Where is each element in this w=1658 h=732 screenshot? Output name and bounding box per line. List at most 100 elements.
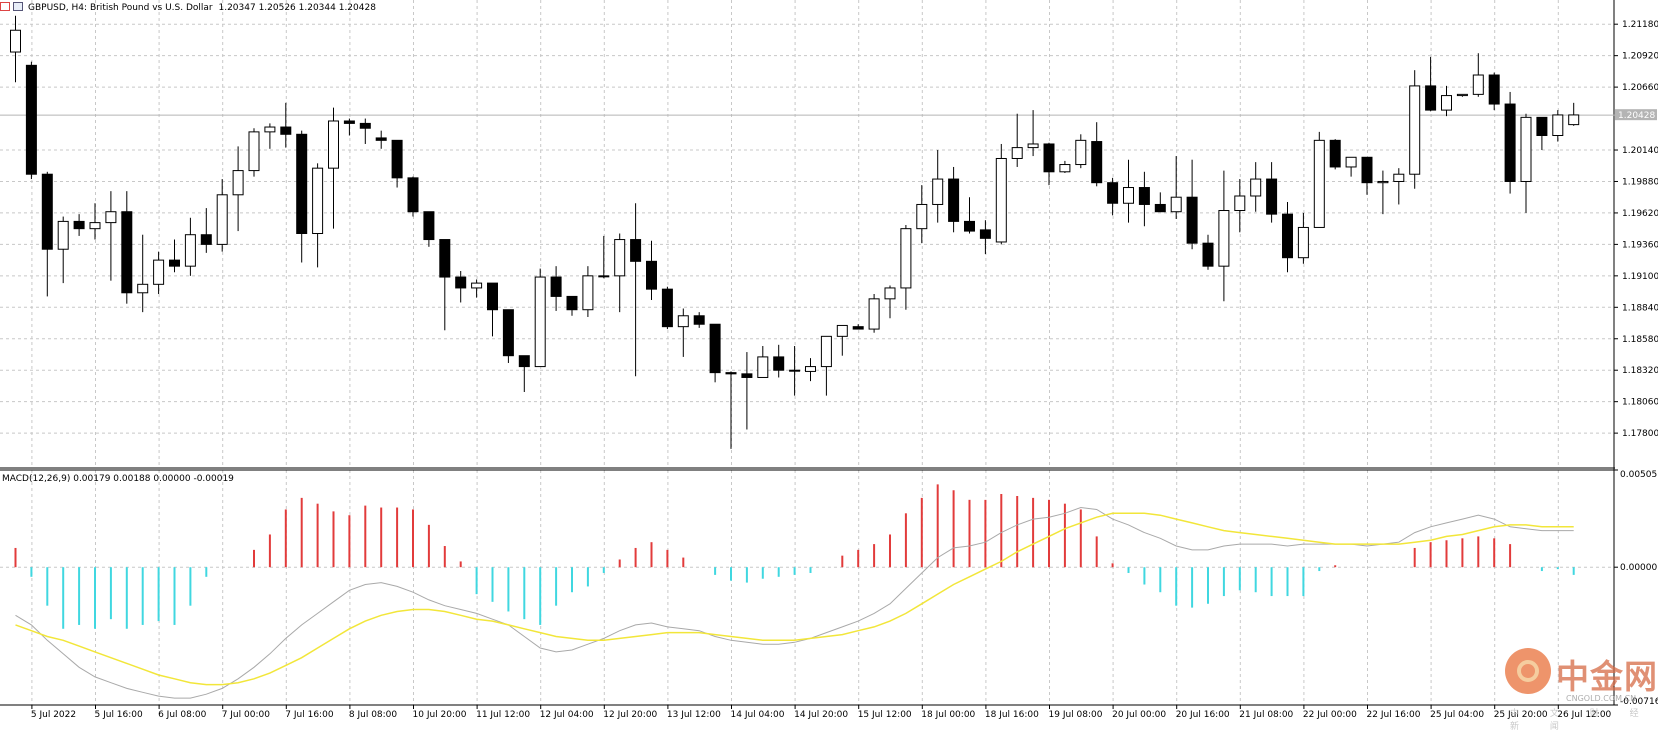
candle [1107,177,1119,216]
candle-body [805,366,816,372]
candle [41,171,53,297]
price-tick-label: 1.20140 [1622,146,1658,156]
candle-body [248,131,260,172]
candle-body [1472,74,1484,95]
candle [630,203,642,377]
time-tick-label: 20 Jul 16:00 [1176,710,1230,720]
candle [598,235,610,279]
watermark-site: CNGOLD.COM.CN [1566,694,1637,703]
candle-body [1409,85,1421,175]
candle-body [725,372,737,375]
candle [884,285,896,319]
chart-header: GBPUSD, H4: British Pound vs U.S. Dollar… [0,2,376,13]
candle-body [57,220,69,250]
time-tick-label: 14 Jul 20:00 [794,710,848,720]
time-tick-label: 7 Jul 00:00 [222,710,271,720]
time-tick-label: 25 Jul 20:00 [1494,710,1548,720]
candle-body [1011,147,1023,159]
price-tick-label: 1.21180 [1622,20,1658,30]
candle [391,139,403,188]
candle [312,163,324,268]
grid-lines [0,0,1614,706]
time-tick-label: 8 Jul 08:00 [349,710,398,720]
candle [932,150,944,223]
candle-body [391,139,403,179]
symbol-description: British Pound vs U.S. Dollar [89,3,213,13]
candle-body [1345,156,1357,168]
time-tick-label: 18 Jul 16:00 [985,710,1039,720]
candle-body [1186,196,1198,244]
watermark-name: 中金网 [1556,657,1658,696]
candle [184,217,196,276]
time-axis: 5 Jul 2022 5 Jul 16:00 6 Jul 08:00 7 Jul 00… [31,705,1612,720]
chart-menu-icon[interactable] [0,2,10,11]
candle-body [232,170,244,196]
candle [1154,192,1166,213]
candle [1313,131,1325,228]
candle [407,176,419,217]
candle [1425,56,1437,112]
macd-label: MACD(12,26,9) 0.00179 0.00188 0.00000 -0… [2,474,234,484]
candle-body [169,259,180,267]
candle-body [1250,178,1262,197]
time-tick-label: 6 Jul 08:00 [158,710,207,720]
price-tick-label: 1.20660 [1622,83,1658,93]
candle [89,203,101,240]
time-tick-label: 11 Jul 12:00 [476,710,530,720]
candle [1297,212,1309,264]
candle-body [550,276,562,297]
candle-body [661,288,673,328]
candle [105,191,117,281]
candle [1091,122,1103,187]
chart-pane-icon[interactable] [13,2,23,11]
candle [948,166,960,233]
candle-body [1377,180,1389,184]
price-tick-label: 1.20920 [1622,52,1658,62]
time-tick-label: 5 Jul 16:00 [95,710,144,720]
candle [121,191,133,304]
candle-body [1361,156,1373,184]
candle [725,371,737,449]
price-tick-label: 1.19880 [1622,177,1658,187]
candle [296,130,308,263]
candle [1011,113,1023,167]
candle-body [836,324,848,337]
ohlc-values: 1.20347 1.20526 1.20344 1.20428 [218,3,376,13]
candle-body [582,275,594,311]
candle [1075,134,1087,169]
candle [1504,91,1516,194]
candle-body [1266,178,1278,215]
candle-body [1282,213,1293,259]
candle-body [518,355,530,368]
candle [57,216,69,284]
time-tick-label: 26 Jul 12:00 [1557,710,1611,720]
candle [693,312,705,328]
candle [836,324,848,356]
macd-main-line [15,506,1574,699]
candle-body [1218,210,1230,267]
candle-body [200,234,212,245]
candle [487,282,498,337]
candle-body [407,177,419,213]
time-tick-label: 21 Jul 08:00 [1239,710,1293,720]
macd-signal-line [15,512,1574,686]
candle-body [1456,93,1468,97]
candle [359,118,371,144]
candle-body [630,239,642,262]
candle-body [566,295,578,311]
candle [1138,171,1150,227]
candle [789,346,801,396]
candle-body [932,178,944,205]
candle [979,220,991,255]
watermark-slogan: 中 文 财 经 新 闻 [1510,709,1653,732]
time-tick-label: 12 Jul 04:00 [540,710,594,720]
candle-body [1138,187,1150,205]
candle-body [184,234,196,267]
candle [1250,162,1262,212]
candle [534,268,546,368]
candle-body [471,282,483,289]
candle-body [1329,139,1341,168]
candle [1441,85,1452,117]
